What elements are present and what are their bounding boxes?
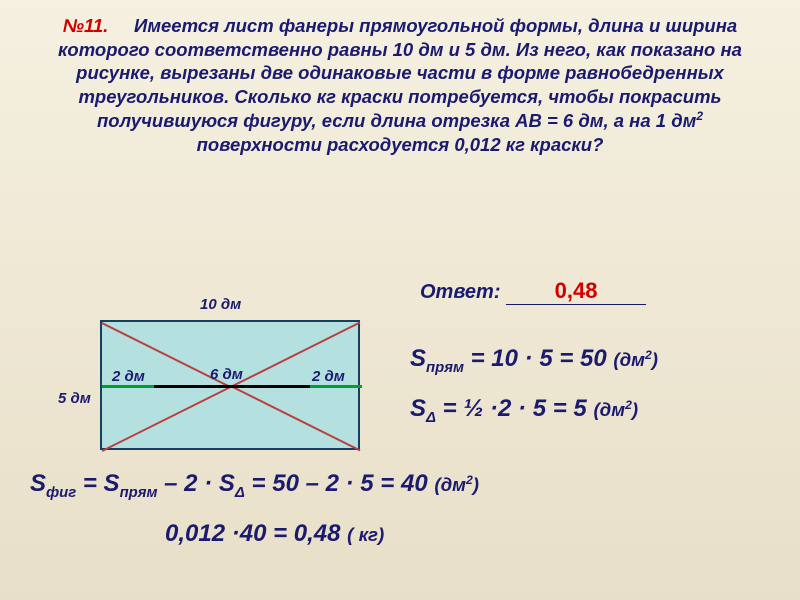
t: прям <box>426 360 464 376</box>
t: S <box>30 470 46 497</box>
t: Δ <box>235 485 245 501</box>
label-seg-left: 2 дм <box>112 368 145 385</box>
t: ) <box>652 349 658 370</box>
answer-value: 0,48 <box>555 278 598 303</box>
problem-text: Имеется лист фанеры прямоугольной формы,… <box>58 15 742 131</box>
t: прям <box>120 485 158 501</box>
t: S <box>410 395 426 422</box>
diagram-rect <box>100 320 360 450</box>
label-top: 10 дм <box>200 296 241 313</box>
diagram: 10 дм 5 дм 2 дм 6 дм 2 дм <box>60 290 380 470</box>
t: (дм <box>593 399 625 420</box>
t: = S <box>76 470 119 497</box>
problem-statement: №11. Имеется лист фанеры прямоугольной ф… <box>0 0 800 156</box>
t: 2 <box>466 473 473 487</box>
seg-right <box>310 385 362 388</box>
t: 2 <box>645 348 652 362</box>
label-seg-mid: 6 дм <box>210 366 243 383</box>
t: 2 <box>625 398 632 412</box>
answer-label: Ответ: <box>420 281 506 303</box>
t: – 2 · S <box>158 470 235 497</box>
diag-bl <box>102 386 232 452</box>
formula-s-tri: SΔ = ½ ·2 · 5 = 5 (дм2) <box>410 395 638 426</box>
formula-s-fig: Sфиг = Sпрям – 2 · SΔ = 50 – 2 · 5 = 40 … <box>30 470 479 501</box>
seg-left <box>102 385 154 388</box>
problem-number: №11. <box>63 15 109 36</box>
t: = 10 · 5 = 50 <box>464 345 613 372</box>
label-left: 5 дм <box>58 390 91 407</box>
diag-br <box>231 386 361 452</box>
label-seg-right: 2 дм <box>312 368 345 385</box>
problem-text2: поверхности расходуется 0,012 кг краски? <box>197 134 604 155</box>
t: ) <box>632 399 638 420</box>
t: фиг <box>46 485 76 501</box>
formula-final: 0,012 ·40 = 0,48 ( кг) <box>165 520 384 548</box>
t: ( кг) <box>347 524 384 545</box>
t: = 50 – 2 · 5 = 40 <box>245 470 434 497</box>
t: = ½ ·2 · 5 = 5 <box>436 395 593 422</box>
answer-row: Ответ: 0,48 <box>420 278 646 305</box>
t: (дм <box>613 349 645 370</box>
sq: 2 <box>696 109 703 123</box>
t: ) <box>473 474 479 495</box>
t: (дм <box>434 474 466 495</box>
formula-s-pryam: Sпрям = 10 · 5 = 50 (дм2) <box>410 345 658 376</box>
t: 0,012 ·40 = 0,48 <box>165 520 347 547</box>
t: S <box>410 345 426 372</box>
seg-mid <box>154 385 310 388</box>
t: Δ <box>426 410 436 426</box>
